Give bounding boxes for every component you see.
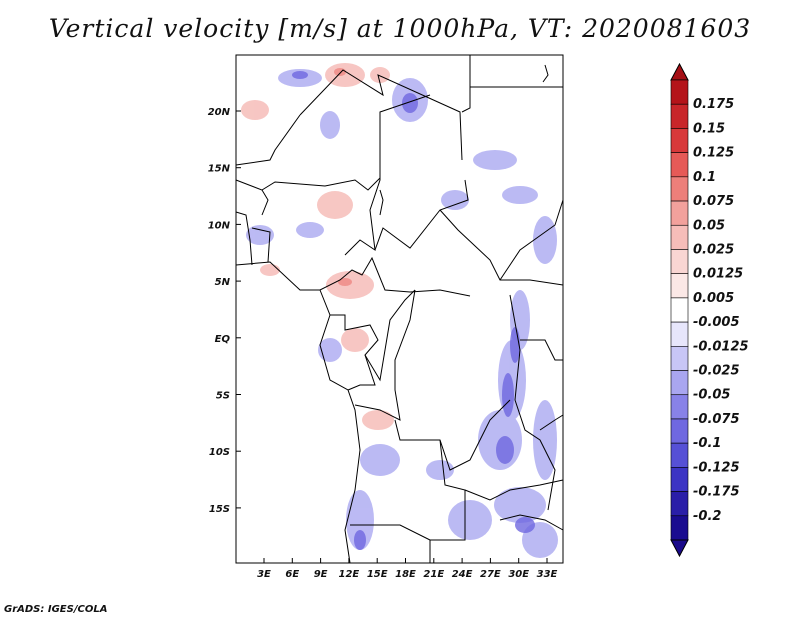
map-frame xyxy=(235,54,564,564)
colorbar-label: 0.005 xyxy=(693,291,734,306)
lat-tick-label: 10N xyxy=(208,220,231,231)
colorbar-swatch xyxy=(670,79,689,105)
colorbar-label: -0.005 xyxy=(693,315,740,330)
colorbar-label: -0.2 xyxy=(693,509,721,524)
colorbar-swatch xyxy=(670,128,689,153)
colorbar-swatch xyxy=(670,467,689,492)
lat-tick-label: 10S xyxy=(209,447,230,458)
colorbar: 0.175 0.15 0.125 0.1 0.075 0.05 0.025 0.0125 0.0… xyxy=(670,62,749,558)
colorbar-label: 0.15 xyxy=(693,121,725,136)
lon-tick-label: 27E xyxy=(480,569,501,580)
colorbar-swatch xyxy=(670,491,689,517)
lon-tick-label: 33E xyxy=(537,569,558,580)
colorbar-swatch xyxy=(670,394,689,420)
colorbar-swatch xyxy=(670,224,689,250)
lon-tick-label: 30E xyxy=(508,569,529,580)
map-title: Vertical velocity [m/s] at 1000hPa, VT: … xyxy=(48,14,752,43)
colorbar-label: 0.1 xyxy=(693,170,716,185)
lon-tick-label: 12E xyxy=(339,569,360,580)
lat-tick-label: EQ xyxy=(215,334,231,345)
colorbar-swatch xyxy=(670,418,689,444)
colorbar-bottom-arrow xyxy=(670,539,689,558)
colorbar-label: 0.125 xyxy=(693,146,734,161)
colorbar-swatch xyxy=(670,321,689,347)
lon-tick-label: 3E xyxy=(257,569,271,580)
grads-credit: GrADS: IGES/COLA xyxy=(4,604,108,615)
colorbar-label: 0.075 xyxy=(693,194,734,209)
colorbar-swatch xyxy=(670,103,689,129)
colorbar-label: -0.05 xyxy=(693,388,730,403)
lat-tick-label: 15S xyxy=(209,504,230,515)
colorbar-swatch xyxy=(670,200,689,226)
colorbar-swatch xyxy=(670,249,689,274)
colorbar-label: 0.025 xyxy=(693,242,734,257)
colorbar-label: -0.0125 xyxy=(693,339,749,354)
lon-tick-label: 15E xyxy=(367,569,388,580)
lon-tick-label: 6E xyxy=(285,569,299,580)
colorbar-swatch xyxy=(670,442,689,468)
velocity-field xyxy=(241,63,558,558)
colorbar-top-arrow xyxy=(670,62,689,81)
lat-tick-label: 20N xyxy=(208,107,231,118)
colorbar-swatch xyxy=(670,152,689,178)
colorbar-label: 0.175 xyxy=(693,97,734,112)
colorbar-label: 0.05 xyxy=(693,218,725,233)
lat-tick-label: 15N xyxy=(208,164,231,175)
lon-tick-label: 21E xyxy=(423,569,444,580)
country-borders xyxy=(235,55,564,564)
colorbar-label: -0.175 xyxy=(693,485,740,500)
colorbar-swatch xyxy=(670,346,689,371)
colorbar-swatch xyxy=(670,273,689,299)
colorbar-swatch xyxy=(670,370,689,396)
colorbar-swatch xyxy=(670,176,689,202)
colorbar-label: -0.075 xyxy=(693,412,740,427)
colorbar-label: -0.125 xyxy=(693,460,740,475)
colorbar-label: 0.0125 xyxy=(693,267,743,282)
lat-tick-label: 5S xyxy=(216,391,230,402)
lon-tick-label: 9E xyxy=(314,569,328,580)
longitude-axis: 3E 6E 9E 12E 15E 18E 21E 24E 27E 30E 33E xyxy=(257,558,558,580)
lat-tick-label: 5N xyxy=(215,277,231,288)
lon-tick-label: 24E xyxy=(452,569,473,580)
latitude-axis: 20N 15N 10N 5N EQ 5S 10S 15S xyxy=(208,107,241,515)
colorbar-label: -0.025 xyxy=(693,364,740,379)
colorbar-swatch xyxy=(670,297,689,323)
colorbar-swatch xyxy=(670,515,689,541)
colorbar-label: -0.1 xyxy=(693,436,721,451)
lon-tick-label: 18E xyxy=(395,569,416,580)
